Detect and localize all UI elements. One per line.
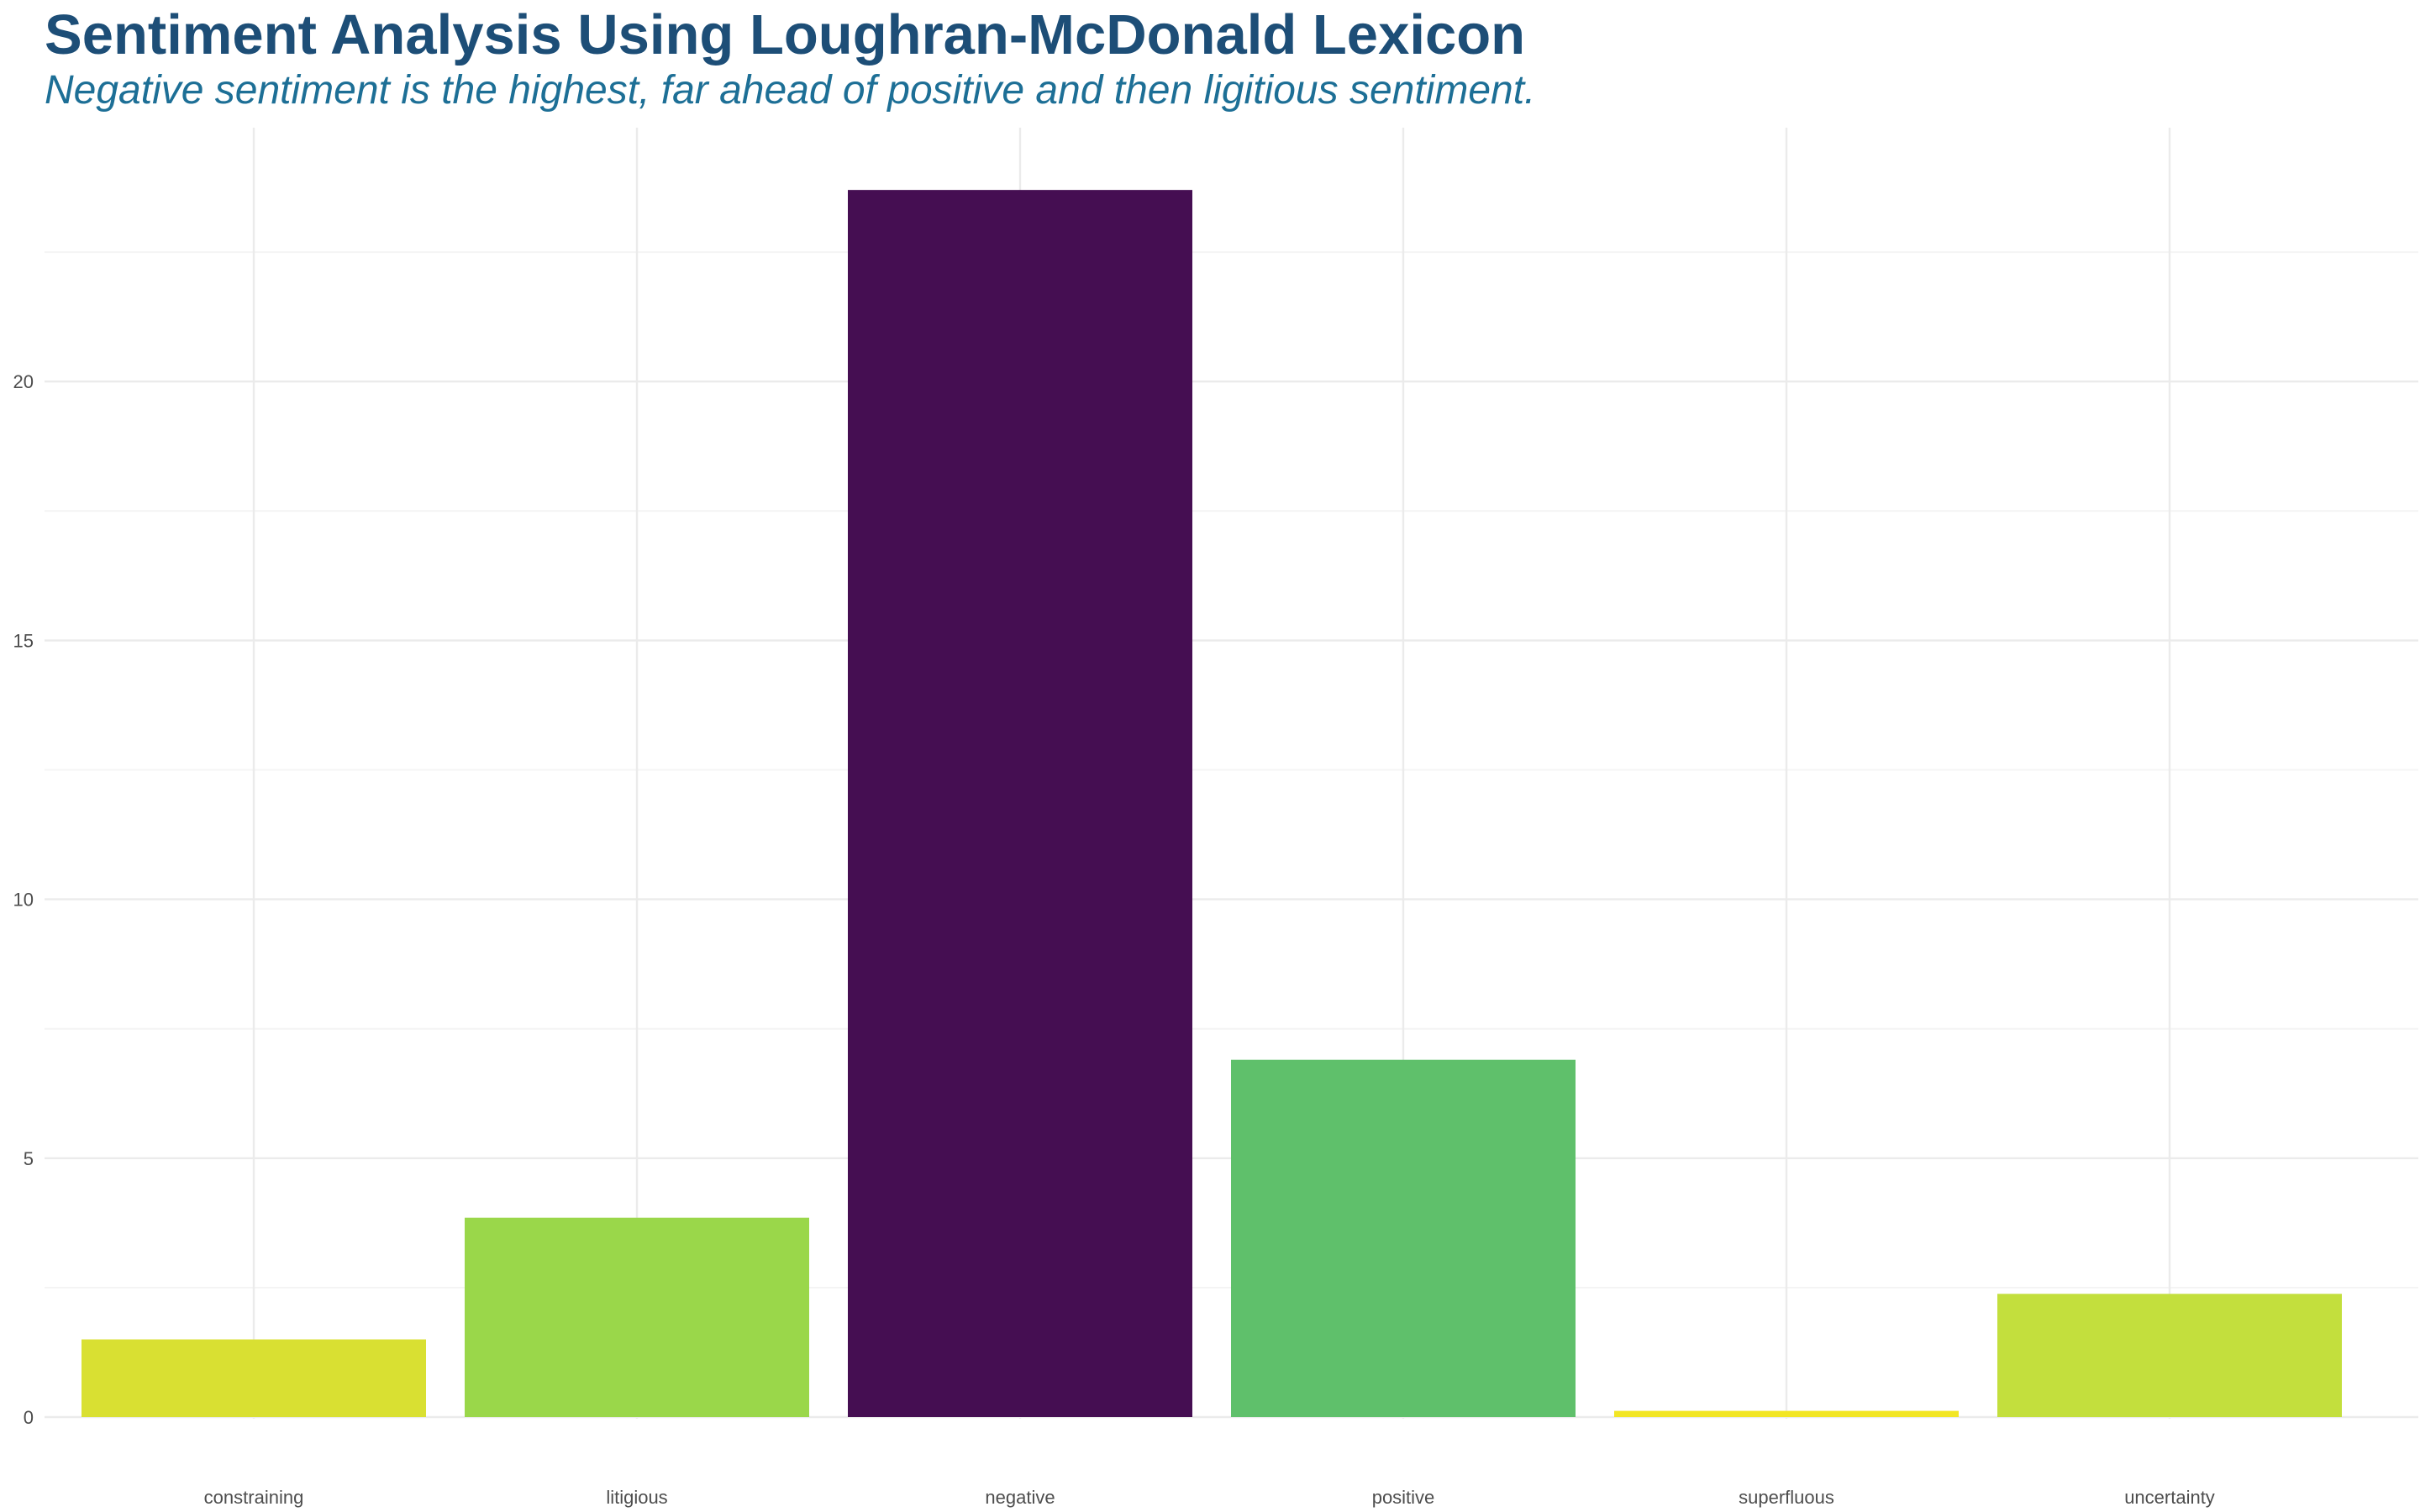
x-tick-label: negative (985, 1487, 1055, 1508)
x-tick-label: uncertainty (2124, 1487, 2215, 1508)
y-tick-label: 10 (13, 890, 34, 911)
chart-subtitle: Negative sentiment is the highest, far a… (45, 68, 1536, 113)
axis-labels: 0 5 10 15 20 constraining litigious negative pos… (13, 371, 2215, 1508)
chart-title: Sentiment Analysis Using Loughran-McDona… (45, 3, 1526, 66)
bar-negative (848, 190, 1192, 1418)
bar-positive (1231, 1059, 1576, 1417)
y-tick-label: 15 (13, 630, 34, 651)
y-tick-label: 0 (24, 1407, 34, 1428)
x-tick-label: positive (1372, 1487, 1435, 1508)
bar-constraining (82, 1339, 426, 1417)
y-tick-label: 5 (24, 1148, 34, 1169)
bar-litigious (465, 1217, 809, 1417)
bar-uncertainty (1997, 1294, 2342, 1417)
bar-superfluous (1614, 1410, 1959, 1417)
x-tick-label: litigious (606, 1487, 667, 1508)
y-tick-label: 20 (13, 371, 34, 392)
x-tick-label: superfluous (1739, 1487, 1834, 1508)
x-tick-label: constraining (204, 1487, 304, 1508)
bars (82, 190, 2342, 1418)
